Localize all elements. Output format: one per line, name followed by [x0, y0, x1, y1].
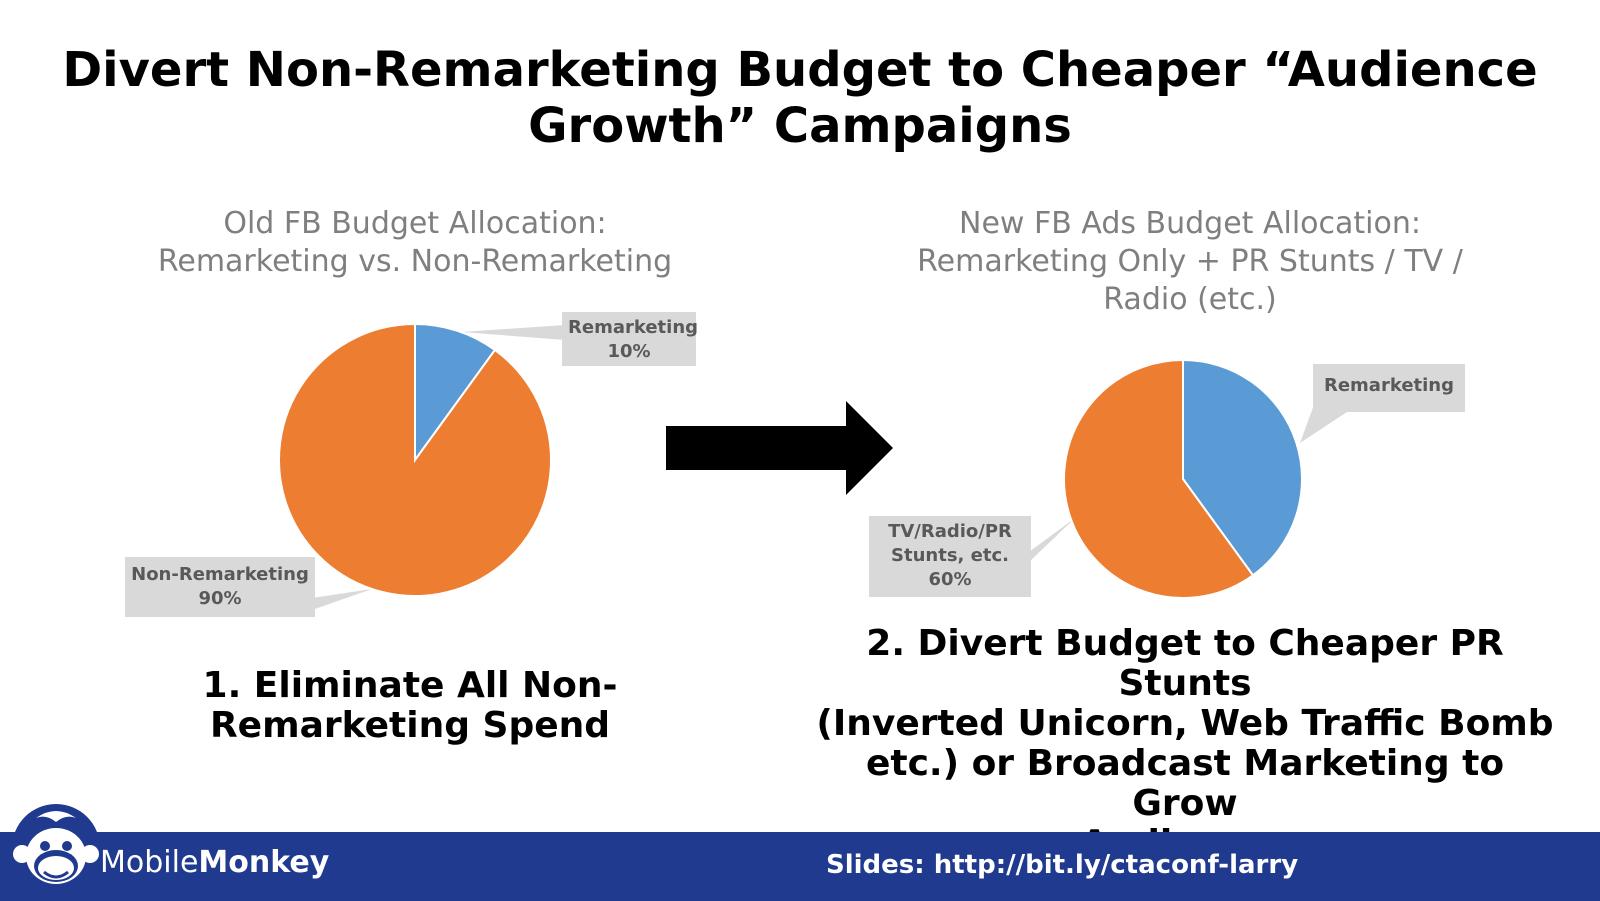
old-remarketing-leader [462, 325, 565, 340]
new-chart-title-line-2: Remarketing Only + PR Stunts / TV / [917, 244, 1463, 279]
slide-title: Divert Non-Remarketing Budget to Cheaper… [0, 42, 1600, 154]
step-1-text: 1. Eliminate All Non- Remarketing Spend [150, 666, 670, 746]
old-non-remarketing-leader [312, 589, 372, 610]
old-non-remarketing-label: Non-Remarketing [131, 564, 309, 585]
new-pie-chart [1063, 358, 1303, 599]
new-tv-value: 60% [928, 569, 972, 590]
step-2-text: 2. Divert Budget to Cheaper PR Stunts (I… [815, 624, 1555, 864]
step-1-line-2: Remarketing Spend [209, 705, 611, 746]
new-remarketing-slice [1182, 358, 1303, 577]
old-remarketing-slice [414, 322, 497, 464]
step-1-line-1: 1. Eliminate All Non- [202, 665, 618, 706]
step-2-line-1: 2. Divert Budget to Cheaper PR Stunts [866, 623, 1504, 704]
new-remarketing-leader [1300, 402, 1350, 443]
new-tv-leader [1029, 518, 1075, 562]
right-arrow-icon [666, 401, 893, 495]
old-non-remarketing-callout: Non-Remarketing 90% [125, 557, 315, 617]
new-chart-title-line-3: Radio (etc.) [1103, 282, 1277, 317]
old-chart-title-line-2: Remarketing vs. Non-Remarketing [157, 244, 673, 279]
brand-name-light: Mobile [100, 845, 199, 880]
old-remarketing-value: 10% [607, 341, 651, 362]
new-remarketing-label: Remarketing [1323, 375, 1455, 396]
brand-name: MobileMonkey [100, 845, 329, 880]
brand-name-bold: Monkey [198, 845, 330, 880]
new-chart-title-line-1: New FB Ads Budget Allocation: [959, 206, 1421, 241]
old-non-remarketing-slice [278, 322, 552, 597]
footer-bar [0, 832, 1600, 901]
old-pie-chart [278, 322, 552, 597]
old-remarketing-label: Remarketing [568, 317, 699, 338]
new-tv-radio-callout: TV/Radio/PR Stunts, etc. 60% [869, 516, 1031, 597]
new-chart-title: New FB Ads Budget Allocation: Remarketin… [880, 205, 1500, 319]
old-non-remarketing-value: 90% [198, 588, 242, 609]
old-remarketing-callout: Remarketing 10% [562, 312, 699, 366]
old-chart-title: Old FB Budget Allocation: Remarketing vs… [110, 205, 720, 281]
new-tv-label-line-1: TV/Radio/PR [888, 521, 1012, 542]
old-chart-title-line-1: Old FB Budget Allocation: [223, 206, 607, 241]
step-2-line-2: (Inverted Unicorn, Web Traffic Bomb [816, 703, 1554, 744]
new-tv-radio-slice [1063, 358, 1255, 599]
charts-canvas [278, 322, 1350, 610]
new-tv-label-line-2: Stunts, etc. [891, 545, 1009, 566]
slides-link[interactable]: Slides: http://bit.ly/ctaconf-larry [826, 850, 1299, 880]
slide-title-line-2: Growth” Campaigns [528, 98, 1072, 154]
step-2-line-3: etc.) or Broadcast Marketing to Grow [865, 743, 1505, 824]
new-remarketing-callout: Remarketing [1313, 364, 1465, 412]
slide-title-line-1: Divert Non-Remarketing Budget to Cheaper… [62, 42, 1538, 98]
monkey-logo-icon [12, 804, 100, 892]
